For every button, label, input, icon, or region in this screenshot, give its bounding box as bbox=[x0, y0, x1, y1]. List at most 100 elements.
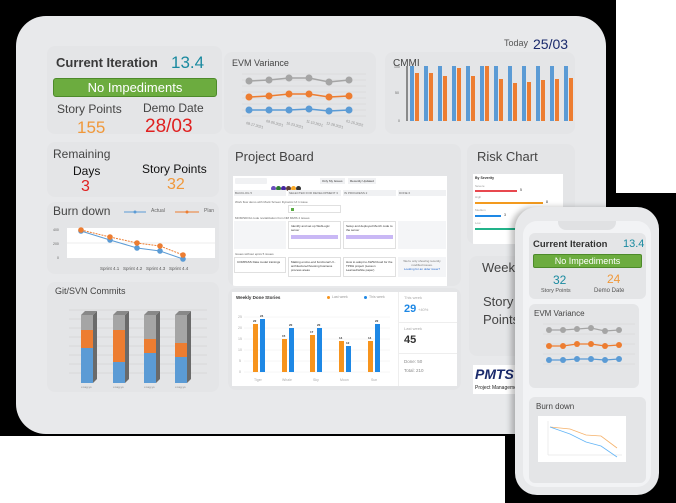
cmmi-card[interactable]: CMMI 100 50 0 bbox=[385, 52, 575, 134]
svg-text:400: 400 bbox=[53, 228, 59, 232]
board-card[interactable]: Making end-to-end functional UI - archit… bbox=[288, 257, 341, 277]
svg-text:5: 5 bbox=[239, 359, 241, 363]
current-iteration-card[interactable]: Current Iteration 13.4 No Impediments St… bbox=[47, 46, 222, 134]
remaining-card[interactable]: Remaining Days 3 Story Points 32 bbox=[47, 142, 219, 197]
svg-text:20: 20 bbox=[317, 323, 321, 327]
svg-text:0: 0 bbox=[239, 370, 241, 374]
card-title: Making end-to-end functional UI - archit… bbox=[291, 260, 336, 272]
total-count: Total: 210 bbox=[404, 368, 424, 373]
assignee-avatars[interactable] bbox=[271, 178, 311, 191]
burndown-card[interactable]: Burn down 400 200 0 Sprint 4.1 Sprint 4.2 Sp… bbox=[47, 202, 219, 274]
legend-dot-this bbox=[364, 296, 367, 299]
svg-text:Tiger: Tiger bbox=[254, 378, 263, 382]
remaining-story-points-value: 32 bbox=[167, 176, 185, 193]
risk-label-high: High bbox=[475, 195, 482, 199]
cmmi-chart: 100 50 0 bbox=[394, 65, 573, 123]
swimlane-3[interactable]: Issues without epics 5 issues bbox=[235, 252, 274, 256]
svg-text:11.10.2021: 11.10.2021 bbox=[306, 119, 324, 127]
risk-value-severe: 5 bbox=[520, 188, 522, 192]
phone-demo-date-value: 24 bbox=[607, 272, 621, 286]
svg-text:Sprint 4.2: Sprint 4.2 bbox=[123, 266, 143, 271]
svg-text:0: 0 bbox=[57, 256, 59, 260]
svg-text:100: 100 bbox=[394, 65, 400, 69]
evm-chart: 08.17.2021 09.05.2021 10.23.2021 11.10.2… bbox=[242, 73, 366, 130]
board-card[interactable]: Identify and set up WebLogic server bbox=[288, 221, 341, 249]
board-card[interactable]: How to adopt to AWS/Cloud for the TPDH p… bbox=[343, 257, 396, 277]
status-badge: No Impediments bbox=[53, 78, 217, 97]
svg-text:Sprint 4.3: Sprint 4.3 bbox=[146, 266, 166, 271]
swimlane-2[interactable]: MOM/SDOH code revitalization from NM MMI… bbox=[235, 216, 310, 220]
risk-chart-title: Risk Chart bbox=[477, 149, 538, 164]
svg-text:10.23.2021: 10.23.2021 bbox=[286, 121, 304, 129]
column-in-progress: IN PROGRESS 2 bbox=[343, 190, 396, 196]
svg-text:50: 50 bbox=[395, 91, 399, 95]
phone-burndown-card[interactable]: Burn down bbox=[529, 397, 646, 483]
last-week-label: Last week bbox=[404, 326, 423, 331]
svg-text:12.28.2021: 12.28.2021 bbox=[326, 121, 344, 129]
days-value: 3 bbox=[81, 178, 90, 195]
this-week-label: This week bbox=[404, 295, 423, 300]
svg-text:01.15.2022: 01.15.2022 bbox=[346, 119, 364, 127]
svg-text:Sky: Sky bbox=[313, 378, 319, 382]
phone-ci-value: 13.4 bbox=[623, 238, 645, 250]
svg-text:Whale: Whale bbox=[282, 378, 292, 382]
phone-screen: Current Iteration 13.4 No Impediments 32… bbox=[523, 221, 651, 487]
project-board-card[interactable]: Project Board Only My Issues Recently Up… bbox=[228, 144, 461, 286]
today-value: 25/03 bbox=[533, 36, 569, 52]
legend-dot-last bbox=[327, 296, 330, 299]
project-board-title: Project Board bbox=[235, 149, 314, 164]
git-chart: x-tag-ys x-tag-ys x-tag-ys x-tag-ys bbox=[69, 309, 207, 389]
phone-demo-date-label: Demo Date bbox=[594, 288, 625, 294]
older-issue-link[interactable]: Looking for an older issue? bbox=[403, 267, 441, 271]
risk-label-low: Low bbox=[475, 221, 481, 225]
risk-bar-medium bbox=[475, 215, 501, 217]
weekly-sub: Story Points bbox=[483, 294, 520, 327]
card-title: COMPASS Data model trainings bbox=[237, 260, 281, 264]
card-title: How to adopt to AWS/Cloud for the TPDH p… bbox=[346, 260, 393, 272]
legend-plan: Plan bbox=[204, 208, 215, 214]
risk-value-medium: 3 bbox=[504, 213, 506, 217]
phone-ci-title: Current Iteration bbox=[533, 239, 608, 250]
risk-bar-high bbox=[475, 202, 543, 204]
weekly-done-panel: Weekly Done Stories Last week This week … bbox=[232, 292, 457, 386]
board-search-input[interactable] bbox=[235, 178, 267, 184]
svg-text:10: 10 bbox=[238, 348, 242, 352]
svg-text:08.17.2021: 08.17.2021 bbox=[246, 121, 264, 129]
board-card[interactable]: Setup and deployed Merch code to the ser… bbox=[343, 221, 396, 249]
git-commits-card[interactable]: Git/SVN Commits x-tag-ys x-tag-ys x-tag-ys… bbox=[47, 282, 219, 392]
phone-story-points-label: Story Points bbox=[541, 288, 571, 294]
only-my-issues-button[interactable]: Only My Issues bbox=[320, 178, 345, 184]
this-week-value: 29 bbox=[404, 303, 417, 315]
legend-last-week: Last week bbox=[332, 295, 348, 299]
column-backlog: BACKLOG 5 bbox=[234, 190, 286, 196]
story-points-value: 155 bbox=[77, 118, 106, 134]
weekly-done-title: Weekly Done Stories bbox=[236, 295, 281, 300]
phone-current-iteration-card[interactable]: Current Iteration 13.4 No Impediments 32… bbox=[529, 233, 646, 299]
evm-title: EVM Variance bbox=[232, 58, 289, 68]
svg-text:12: 12 bbox=[346, 341, 350, 345]
svg-text:x-tag-ys: x-tag-ys bbox=[113, 385, 124, 389]
this-week-delta: +40% bbox=[418, 307, 429, 312]
swimlane-1[interactable]: Work flow demo with Mock Screen Dynamic … bbox=[235, 200, 308, 204]
pmts-logo: PMTS Project Management bbox=[473, 365, 521, 394]
svg-text:17: 17 bbox=[310, 330, 314, 334]
pmts-subtitle: Project Management bbox=[475, 385, 522, 391]
current-iteration-value: 13.4 bbox=[171, 53, 205, 72]
days-label: Days bbox=[73, 164, 101, 178]
svg-text:0: 0 bbox=[398, 119, 400, 123]
weekly-done-card[interactable]: Weekly Done Stories Last week This week … bbox=[228, 288, 461, 390]
card-title: Setup and deployed Merch code to the ser… bbox=[346, 224, 393, 232]
recently-updated-button[interactable]: Recently Updated bbox=[348, 178, 376, 184]
risk-bar-low bbox=[475, 228, 535, 230]
board-card[interactable] bbox=[288, 205, 341, 213]
git-title: Git/SVN Commits bbox=[55, 286, 126, 296]
svg-text:Sprint 4.4: Sprint 4.4 bbox=[169, 266, 189, 271]
phone-evm-card[interactable]: EVM Variance bbox=[529, 304, 639, 388]
evm-variance-card[interactable]: EVM Variance 08.17.2021 09.05.2021 10.23… bbox=[224, 52, 376, 134]
phone-evm-chart bbox=[543, 323, 635, 365]
board-embed: Only My Issues Recently Updated BACKLOG … bbox=[233, 176, 447, 286]
svg-text:20: 20 bbox=[289, 323, 293, 327]
board-card[interactable]: COMPASS Data model trainings bbox=[234, 257, 286, 273]
